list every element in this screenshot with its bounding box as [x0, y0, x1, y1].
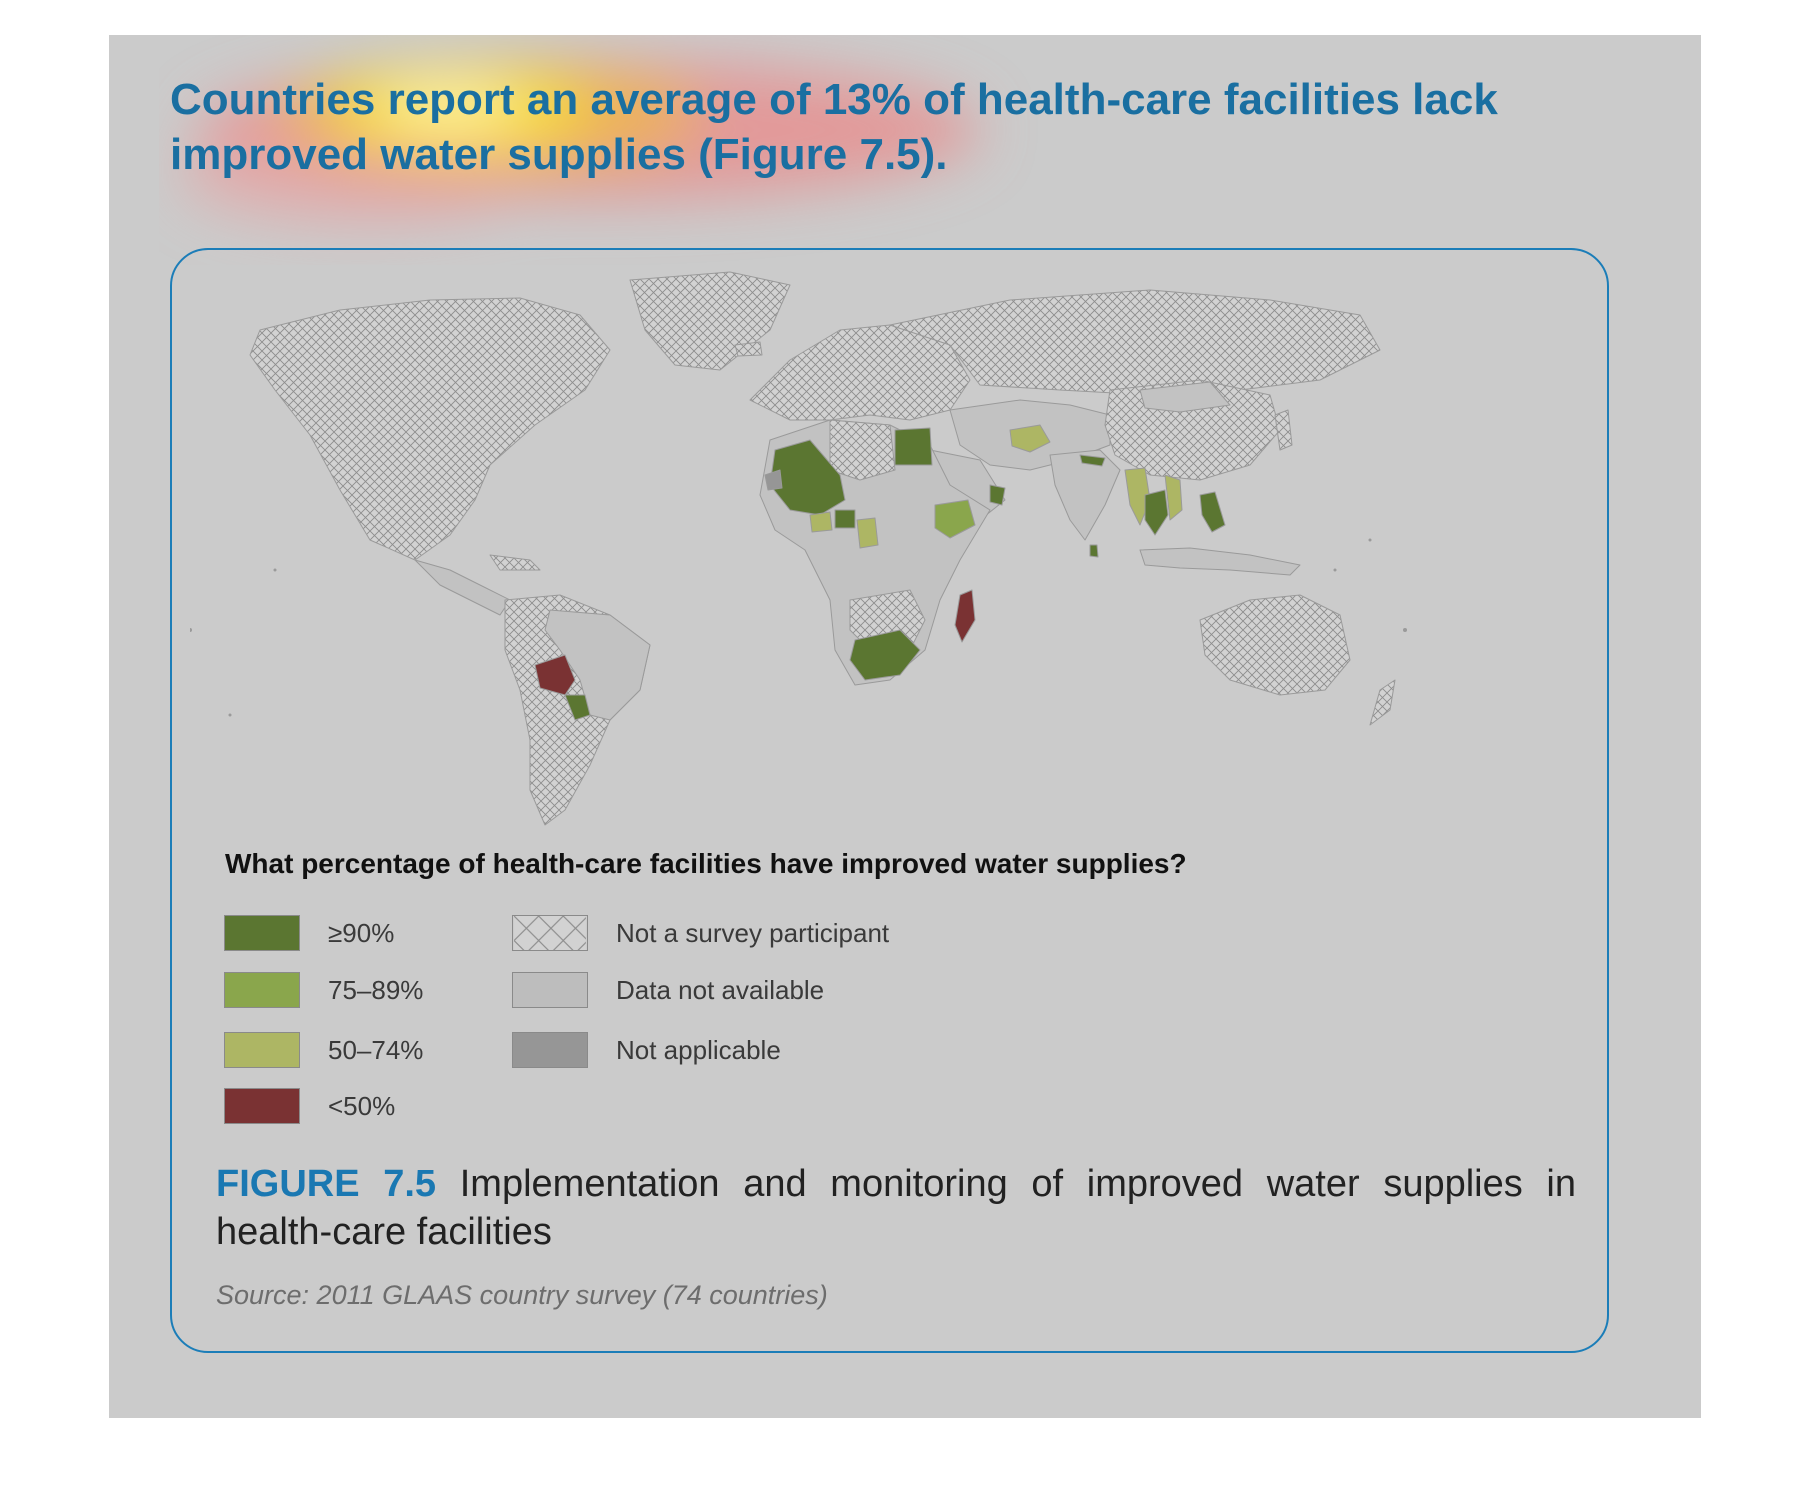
vietnam-region	[1164, 474, 1183, 521]
nigeria-region	[834, 509, 856, 529]
greenland-region	[629, 271, 791, 371]
mongolia-region	[1139, 381, 1231, 413]
europe-region	[749, 324, 971, 421]
ethiopia-region	[934, 499, 976, 539]
bolivia-region	[534, 654, 576, 696]
sri-lanka-region	[1089, 544, 1099, 558]
legend-swatch	[224, 1088, 300, 1124]
legend-swatch	[224, 915, 300, 951]
legend-label: 75–89%	[328, 974, 424, 1005]
central-america-region	[414, 559, 511, 616]
legend-swatch	[512, 1032, 588, 1068]
south-africa-region	[849, 629, 921, 681]
madagascar-region	[954, 589, 976, 643]
cameroon-region	[856, 517, 879, 549]
legend-title: What percentage of health-care facilitie…	[225, 848, 1187, 879]
legend-item-data-not-available: Data not available	[512, 970, 824, 1010]
legend-item-75-89: 75–89%	[224, 970, 423, 1010]
legend-swatch	[224, 1032, 300, 1068]
island-dot	[1333, 568, 1337, 572]
legend-item-90-plus: ≥90%	[224, 913, 394, 953]
legend-label: <50%	[328, 1090, 396, 1121]
indonesia-region	[1139, 547, 1301, 576]
india-region	[1049, 449, 1121, 541]
island-dot	[1368, 538, 1372, 542]
legend-label: Not applicable	[616, 1034, 781, 1065]
legend-label: Data not available	[616, 974, 825, 1005]
world-map	[190, 271, 1407, 826]
legend-swatch	[224, 972, 300, 1008]
legend-label: Not a survey participant	[616, 917, 890, 948]
legend-item-not-participant: Not a survey participant	[512, 913, 889, 953]
legend-item-not-applicable: Not applicable	[512, 1030, 781, 1070]
brazil-region	[544, 609, 651, 721]
iceland-region	[734, 341, 763, 357]
thailand-region	[1144, 489, 1169, 536]
japan-region	[1274, 409, 1293, 451]
sahara-region	[829, 419, 896, 481]
russia-region	[889, 289, 1381, 396]
new-zealand-region	[1369, 679, 1396, 726]
north-america-region	[249, 297, 611, 561]
figure-source: Source: 2011 GLAAS country survey (74 co…	[216, 1280, 828, 1310]
figure-label: FIGURE 7.5	[216, 1163, 437, 1205]
legend-label: 50–74%	[328, 1034, 424, 1065]
island-dot	[228, 713, 232, 717]
figure-caption: FIGURE 7.5 Implementation and monitoring…	[216, 1160, 1576, 1256]
australia-region	[1199, 594, 1351, 696]
legend-swatch	[512, 972, 588, 1008]
island-dot	[273, 568, 277, 572]
island-dot	[190, 628, 192, 632]
ghana-region	[809, 511, 833, 533]
legend-swatch-crosshatch	[512, 915, 588, 951]
oman-region	[989, 484, 1006, 506]
figure-frame	[170, 248, 1609, 1353]
figure-caption-text: Implementation and monitoring of improve…	[216, 1163, 1576, 1253]
philippines-region	[1199, 491, 1226, 533]
island-dot	[1403, 628, 1407, 632]
western-sahara-region	[764, 469, 783, 491]
legend-label: ≥90%	[328, 917, 395, 948]
nepal-region	[1079, 454, 1106, 467]
egypt-region	[894, 427, 933, 466]
legend-item-50-74: 50–74%	[224, 1030, 423, 1070]
afghanistan-region	[1009, 424, 1051, 453]
headline: Countries report an average of 13% of he…	[170, 75, 1498, 179]
legend-item-below-50: <50%	[224, 1086, 395, 1126]
paraguay-region	[564, 694, 591, 721]
caribbean-region	[489, 554, 541, 571]
